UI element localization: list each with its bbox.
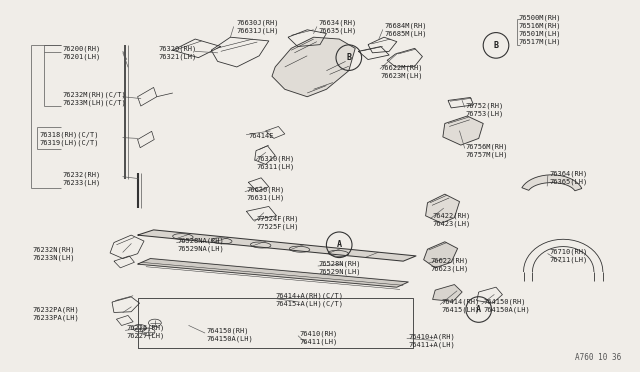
Text: 76752(RH)
76753(LH): 76752(RH) 76753(LH) xyxy=(466,103,504,117)
Text: A: A xyxy=(337,240,342,249)
Text: 76232(RH)
76233(LH): 76232(RH) 76233(LH) xyxy=(63,171,101,186)
Text: 77524F(RH)
77525F(LH): 77524F(RH) 77525F(LH) xyxy=(256,216,298,230)
Text: 76630(RH)
76631(LH): 76630(RH) 76631(LH) xyxy=(246,186,285,201)
Text: 76310(RH)
76311(LH): 76310(RH) 76311(LH) xyxy=(256,156,294,170)
Text: 76200(RH)
76201(LH): 76200(RH) 76201(LH) xyxy=(63,46,101,60)
Text: 76318(RH)(C/T)
76319(LH)(C/T): 76318(RH)(C/T) 76319(LH)(C/T) xyxy=(40,132,99,146)
Text: 76232N(RH)
76233N(LH): 76232N(RH) 76233N(LH) xyxy=(32,247,74,261)
Text: 764150(RH)
764150A(LH): 764150(RH) 764150A(LH) xyxy=(206,328,253,342)
Text: 76710(RH)
76711(LH): 76710(RH) 76711(LH) xyxy=(549,249,588,263)
Text: 76622(RH)
76623(LH): 76622(RH) 76623(LH) xyxy=(430,258,468,272)
Text: A: A xyxy=(476,305,481,314)
Polygon shape xyxy=(424,242,458,268)
Polygon shape xyxy=(522,175,582,191)
Text: 76364(RH)
76365(LH): 76364(RH) 76365(LH) xyxy=(549,170,588,185)
Text: 764150(RH)
764150A(LH): 764150(RH) 764150A(LH) xyxy=(483,299,530,313)
Text: B: B xyxy=(346,53,351,62)
Polygon shape xyxy=(433,285,462,301)
Text: B: B xyxy=(493,41,499,50)
Text: 76684M(RH)
76685M(LH): 76684M(RH) 76685M(LH) xyxy=(384,23,426,37)
Text: 76414(RH)
76415(LH): 76414(RH) 76415(LH) xyxy=(442,299,480,313)
Text: 76410+A(RH)
76411+A(LH): 76410+A(RH) 76411+A(LH) xyxy=(408,333,455,347)
Text: 76410(RH)
76411(LH): 76410(RH) 76411(LH) xyxy=(300,331,338,345)
Text: 76528N(RH)
76529N(LH): 76528N(RH) 76529N(LH) xyxy=(319,261,361,275)
Text: 76232PA(RH)
76233PA(LH): 76232PA(RH) 76233PA(LH) xyxy=(32,307,79,321)
Text: 76320(RH)
76321(LH): 76320(RH) 76321(LH) xyxy=(159,46,197,60)
Polygon shape xyxy=(272,37,355,97)
Polygon shape xyxy=(138,259,408,287)
Text: 76232M(RH)(C/T)
76233M(LH)(C/T): 76232M(RH)(C/T) 76233M(LH)(C/T) xyxy=(63,92,127,106)
Text: 76622M(RH)
76623M(LH): 76622M(RH) 76623M(LH) xyxy=(381,64,423,78)
Polygon shape xyxy=(138,230,416,261)
Polygon shape xyxy=(426,194,460,223)
Text: 76414E: 76414E xyxy=(248,133,274,139)
Text: A760 10 36: A760 10 36 xyxy=(575,353,621,362)
Polygon shape xyxy=(443,116,483,145)
Text: 76414+A(RH)(C/T)
76415+A(LH)(C/T): 76414+A(RH)(C/T) 76415+A(LH)(C/T) xyxy=(275,292,343,307)
Text: 76630J(RH)
76631J(LH): 76630J(RH) 76631J(LH) xyxy=(237,20,279,34)
Text: 76634(RH)
76635(LH): 76634(RH) 76635(LH) xyxy=(319,20,357,34)
Text: 76422(RH)
76423(LH): 76422(RH) 76423(LH) xyxy=(432,213,470,227)
Text: 76756M(RH)
76757M(LH): 76756M(RH) 76757M(LH) xyxy=(466,144,508,158)
Text: 76500M(RH)
76516M(RH)
76501M(LH)
76517M(LH): 76500M(RH) 76516M(RH) 76501M(LH) 76517M(… xyxy=(518,15,561,45)
Text: 76226(RH)
76227(LH): 76226(RH) 76227(LH) xyxy=(127,325,165,339)
Text: 76528NA(RH)
76529NA(LH): 76528NA(RH) 76529NA(LH) xyxy=(178,238,225,252)
